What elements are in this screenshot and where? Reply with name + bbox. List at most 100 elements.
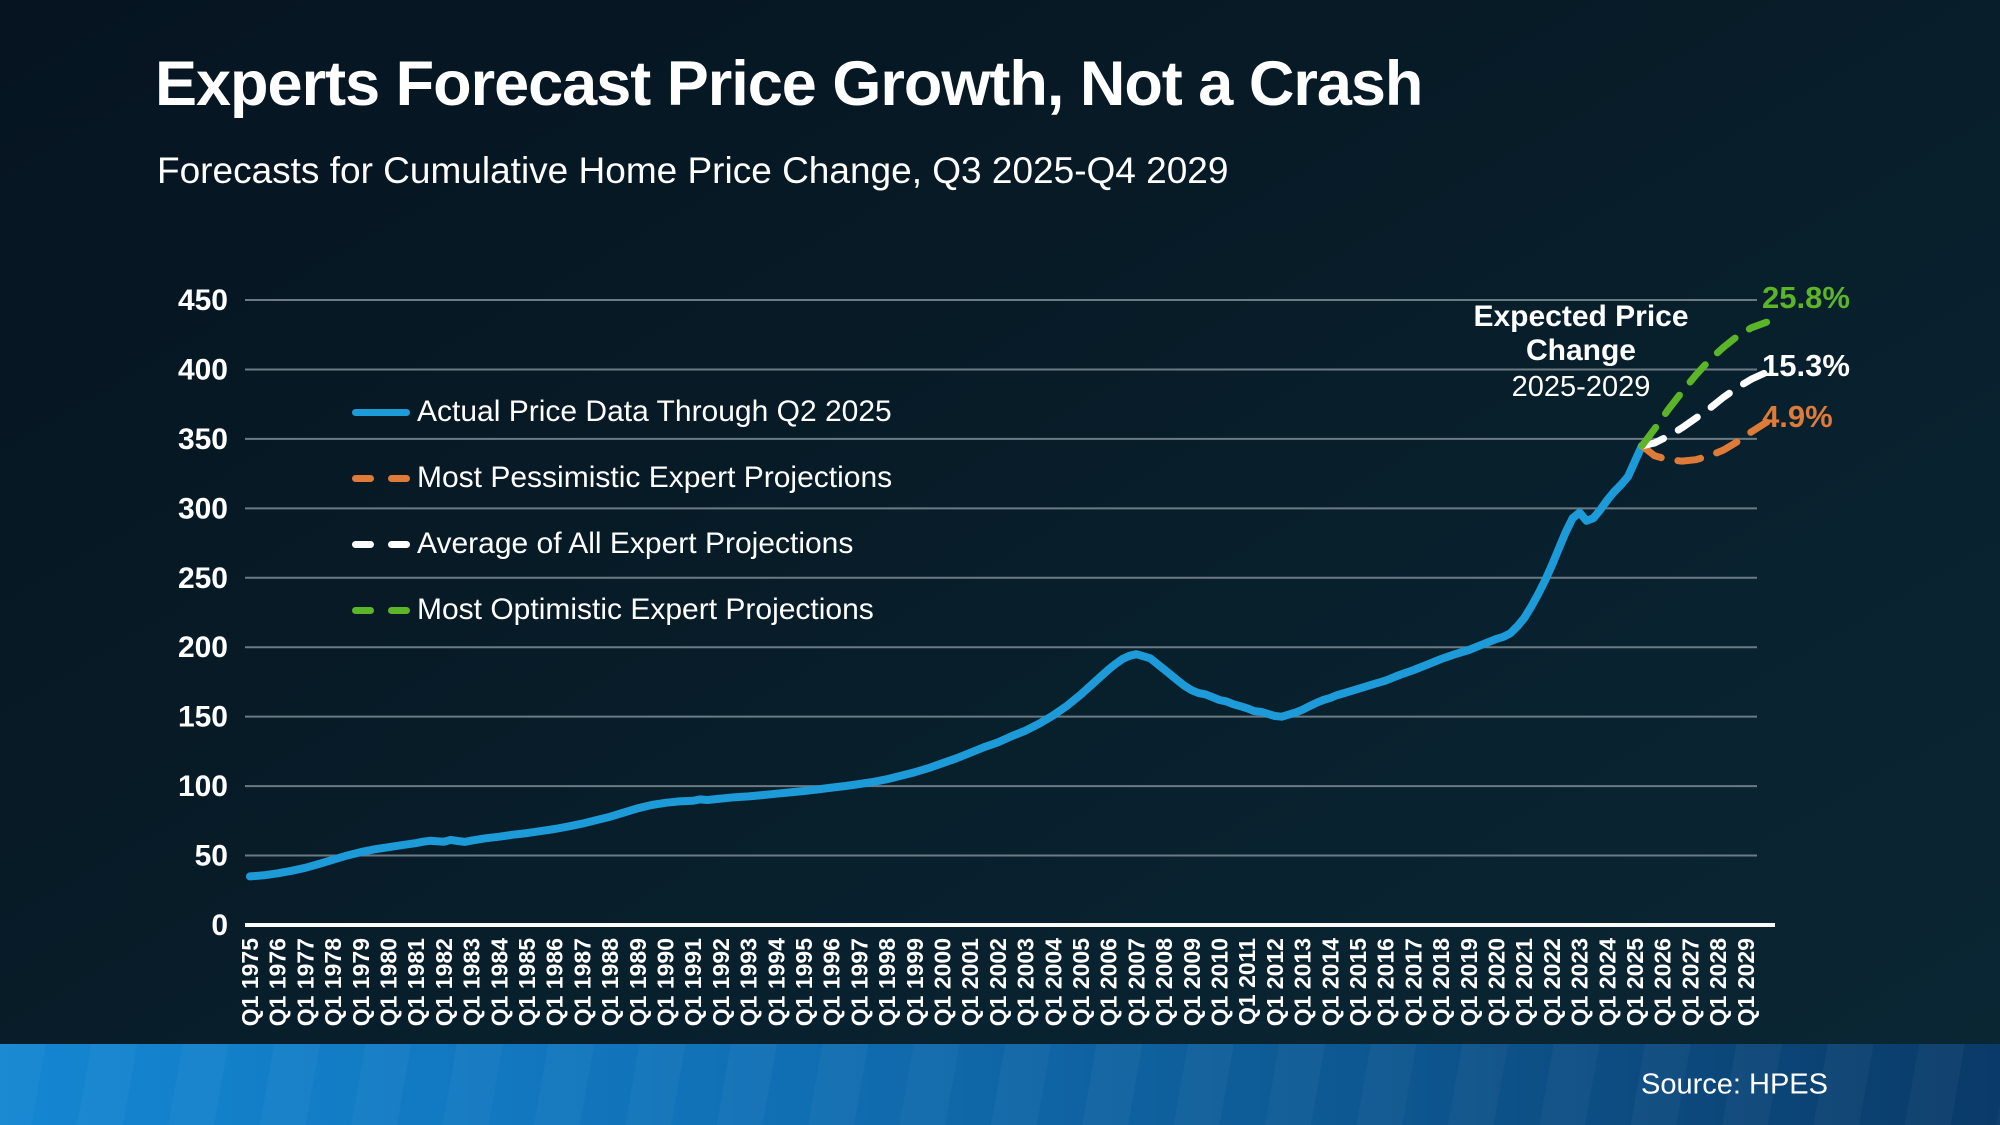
chart-legend: Actual Price Data Through Q2 2025 Most P… [352,379,892,643]
y-tick-label: 450 [178,284,228,317]
dash-glyph [388,474,410,482]
x-tick-label: Q1 1978 [320,938,346,1026]
x-tick-label: Q1 1987 [569,938,595,1026]
legend-item-pessimistic: Most Pessimistic Expert Projections [352,445,892,511]
x-tick-label: Q1 1996 [819,938,845,1026]
x-tick-label: Q1 1999 [902,938,928,1026]
y-tick-label: 300 [178,492,228,525]
x-tick-label: Q1 1982 [431,938,457,1026]
legend-item-optimistic: Most Optimistic Expert Projections [352,577,892,643]
y-tick-label: 200 [178,631,228,664]
y-tick-label: 150 [178,701,228,734]
x-tick-label: Q1 1997 [846,938,872,1026]
x-tick-label: Q1 2021 [1511,938,1537,1026]
annotation-title: Expected Price Change [1473,300,1689,367]
x-tick-label: Q1 2001 [957,938,983,1026]
solid-line-glyph [352,408,410,416]
legend-label-average: Average of All Expert Projections [417,527,854,560]
x-tick-label: Q1 2018 [1428,938,1454,1026]
annotation-range: 2025-2029 [1511,371,1651,403]
x-tick-label: Q1 2009 [1179,938,1205,1026]
dash-glyph [352,606,374,614]
x-tick-label: Q1 2029 [1733,938,1759,1026]
x-tick-label: Q1 2003 [1013,938,1039,1026]
y-tick-label: 250 [178,562,228,595]
x-tick-label: Q1 2017 [1400,938,1426,1026]
y-tick-label: 50 [195,840,228,873]
x-tick-label: Q1 1991 [680,938,706,1026]
x-tick-label: Q1 2025 [1622,938,1648,1026]
y-tick-label: 350 [178,423,228,456]
x-tick-label: Q1 2015 [1345,938,1371,1026]
x-tick-label: Q1 1980 [376,938,402,1026]
x-tick-label: Q1 2008 [1151,938,1177,1026]
series-line-3 [1638,318,1771,450]
x-tick-label: Q1 1977 [292,938,318,1026]
footer-bar: Source: HPES [0,1044,2000,1125]
dash-glyph [388,606,410,614]
x-tick-label: Q1 2014 [1317,938,1343,1026]
series-line-1 [1638,418,1771,465]
legend-label-optimistic: Most Optimistic Expert Projections [417,593,874,626]
legend-item-actual: Actual Price Data Through Q2 2025 [352,379,892,445]
optimistic-end-label: 25.8% [1762,280,1850,315]
page-subtitle: Forecasts for Cumulative Home Price Chan… [157,150,1229,191]
x-tick-label: Q1 1995 [791,938,817,1026]
x-tick-label: Q1 1989 [625,938,651,1026]
x-tick-label: Q1 2024 [1594,938,1620,1026]
x-tick-label: Q1 2019 [1456,938,1482,1026]
x-tick-label: Q1 1976 [265,938,291,1026]
x-tick-label: Q1 2022 [1539,938,1565,1026]
actual-line-swatch [352,408,410,416]
y-tick-label: 400 [178,353,228,386]
dash-glyph [352,540,374,548]
x-tick-label: Q1 2002 [985,938,1011,1026]
average-line-swatch [352,540,410,548]
source-label: Source: HPES [1641,1068,1828,1100]
optimistic-line-swatch [352,606,410,614]
x-tick-label: Q1 1983 [459,938,485,1026]
x-tick-label: Q1 2027 [1677,938,1703,1026]
x-tick-label: Q1 2007 [1123,938,1149,1026]
series-line-0 [246,441,1646,881]
x-tick-label: Q1 2005 [1068,938,1094,1026]
x-tick-label: Q1 1993 [736,938,762,1026]
x-tick-label: Q1 1981 [403,938,429,1026]
x-tick-label: Q1 1985 [514,938,540,1026]
x-tick-label: Q1 2026 [1650,938,1676,1026]
x-tick-label: Q1 1988 [597,938,623,1026]
x-tick-label: Q1 2010 [1207,938,1233,1026]
x-tick-label: Q1 1990 [653,938,679,1026]
dash-glyph [352,474,374,482]
x-tick-label: Q1 2006 [1096,938,1122,1026]
page-title: Experts Forecast Price Growth, Not a Cra… [155,49,1423,119]
y-tick-label: 0 [211,909,228,942]
x-tick-label: Q1 1975 [237,938,263,1026]
x-tick-label: Q1 1998 [874,938,900,1026]
x-tick-label: Q1 2023 [1567,938,1593,1026]
x-tick-label: Q1 2013 [1290,938,1316,1026]
x-tick-label: Q1 1979 [348,938,374,1026]
x-tick-label: Q1 1984 [486,938,512,1026]
series-line-2 [1638,368,1771,450]
legend-item-average: Average of All Expert Projections [352,511,892,577]
x-tick-label: Q1 2012 [1262,938,1288,1026]
legend-label-actual: Actual Price Data Through Q2 2025 [417,395,892,428]
x-tick-label: Q1 2020 [1484,938,1510,1026]
pessimistic-line-swatch [352,474,410,482]
x-tick-label: Q1 1992 [708,938,734,1026]
x-tick-label: Q1 1994 [763,938,789,1026]
x-tick-label: Q1 1986 [542,938,568,1026]
x-tick-label: Q1 2016 [1373,938,1399,1026]
x-tick-label: Q1 2011 [1234,938,1260,1025]
x-tick-label: Q1 2028 [1705,938,1731,1026]
x-tick-label: Q1 2000 [930,938,956,1026]
average-end-label: 15.3% [1762,348,1850,383]
x-tick-label: Q1 2004 [1040,938,1066,1026]
legend-label-pessimistic: Most Pessimistic Expert Projections [417,461,893,494]
expected-price-change-annotation: Expected Price Change 2025-2029 [1416,300,1746,404]
pessimistic-end-label: 4.9% [1762,399,1833,434]
dash-glyph [388,540,410,548]
